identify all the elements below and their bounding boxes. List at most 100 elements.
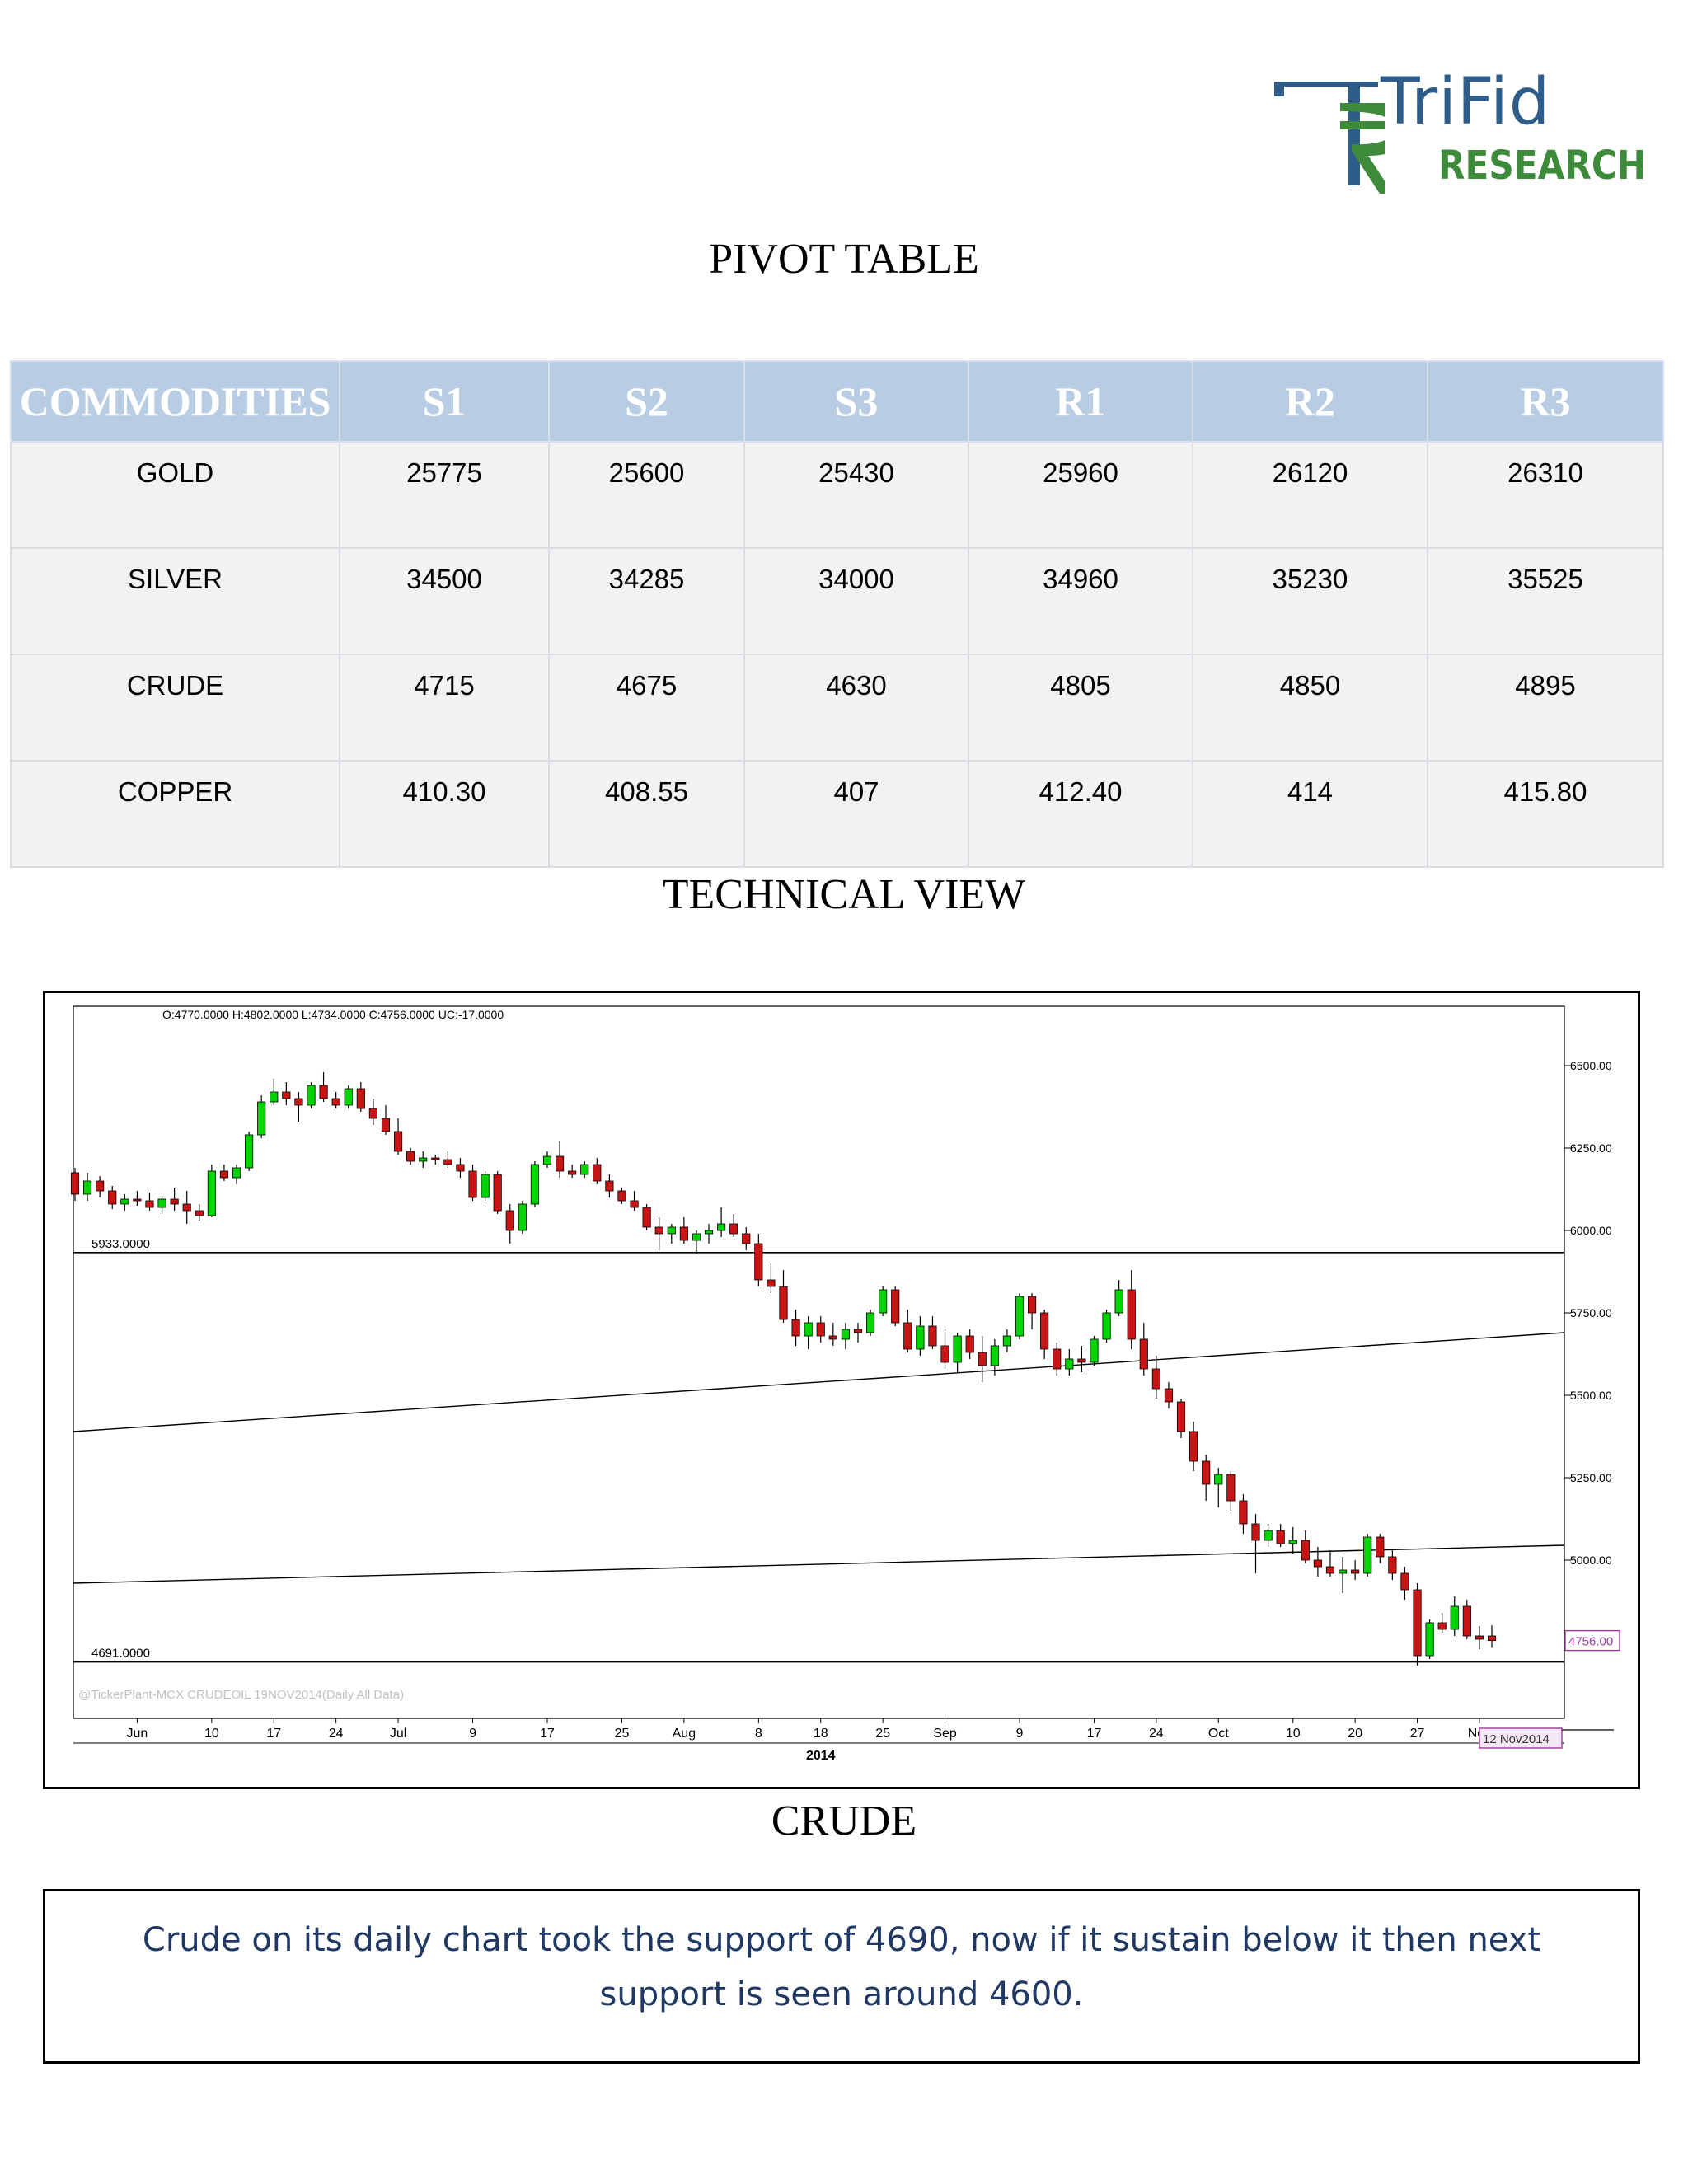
candle-body xyxy=(96,1180,105,1192)
candle-body xyxy=(195,1210,204,1216)
candle-body xyxy=(953,1335,962,1363)
candle-body xyxy=(1338,1569,1348,1574)
candle-body xyxy=(729,1223,738,1235)
candle-body xyxy=(518,1203,527,1231)
x-tick-label: 20 xyxy=(1348,1727,1362,1741)
header-commodities: COMMODITIES xyxy=(10,360,340,443)
x-tick-label: 27 xyxy=(1410,1727,1425,1741)
y-tick-label: 6250.00 xyxy=(1570,1141,1612,1155)
candle-body xyxy=(879,1289,888,1314)
candle-body xyxy=(393,1131,403,1152)
x-tick-label: Sep xyxy=(933,1727,957,1741)
trendline xyxy=(73,1332,1565,1432)
candle-body xyxy=(1002,1335,1011,1347)
header-r1: R1 xyxy=(968,360,1193,443)
candle-body xyxy=(940,1345,950,1363)
candle-body xyxy=(1487,1635,1497,1641)
candle-body xyxy=(804,1322,813,1337)
candle-body xyxy=(928,1325,937,1347)
commodity-name: GOLD xyxy=(10,441,340,549)
x-tick-label: 25 xyxy=(615,1727,630,1741)
candle-body xyxy=(1127,1289,1136,1340)
candle-body xyxy=(1388,1556,1397,1574)
candle-body xyxy=(419,1157,428,1162)
candle-body xyxy=(481,1174,490,1198)
candle-body xyxy=(1351,1569,1360,1574)
candle-body xyxy=(1251,1523,1260,1541)
table-cell: 4850 xyxy=(1192,654,1428,762)
table-cell: 412.40 xyxy=(968,760,1193,868)
candle-body xyxy=(170,1198,179,1205)
candle-body xyxy=(431,1157,440,1160)
table-cell: 26120 xyxy=(1192,441,1428,549)
last-price-badge xyxy=(1564,1629,1620,1652)
candle-body xyxy=(791,1319,800,1337)
candle-body xyxy=(1363,1536,1372,1574)
y-tick-label: 6500.00 xyxy=(1570,1059,1612,1072)
candle-body xyxy=(568,1170,577,1175)
candle-body xyxy=(742,1233,751,1244)
candle-body xyxy=(468,1170,477,1198)
trendline xyxy=(73,1544,1565,1584)
table-cell: 25430 xyxy=(743,441,969,549)
comment-text: Crude on its daily chart took the suppor… xyxy=(142,1921,1541,2013)
candle-body xyxy=(542,1155,552,1165)
x-tick-label: Jun xyxy=(126,1727,148,1741)
table-cell: 4805 xyxy=(968,654,1193,762)
candle-body xyxy=(642,1207,651,1228)
candle-body xyxy=(219,1170,229,1179)
candle-body xyxy=(1189,1431,1198,1462)
candle-body xyxy=(1437,1622,1447,1630)
candle-body xyxy=(779,1286,788,1320)
table-cell: 35525 xyxy=(1427,547,1664,655)
candle-body xyxy=(1264,1530,1273,1541)
date-badge-label: 12 Nov2014 xyxy=(1483,1732,1550,1746)
ohlc-readout: O:4770.0000 H:4802.0000 L:4734.0000 C:47… xyxy=(162,1008,504,1021)
candle-body xyxy=(1077,1358,1086,1363)
table-cell: 25600 xyxy=(548,441,745,549)
plot-area xyxy=(73,1005,1565,1719)
x-tick-label: 9 xyxy=(469,1727,476,1741)
commodity-name: CRUDE xyxy=(10,654,340,762)
table-cell: 4715 xyxy=(339,654,550,762)
crude-chart: 6500.00 6250.00 6000.00 5750.00 5500.00 5250.… xyxy=(43,991,1640,1789)
commodity-name: COPPER xyxy=(10,760,340,868)
candle-body xyxy=(853,1329,863,1333)
candle-body xyxy=(83,1180,92,1195)
table-cell: 4630 xyxy=(743,654,969,762)
x-tick-label: 17 xyxy=(1087,1727,1102,1741)
candle-body xyxy=(1376,1536,1385,1558)
date-badge xyxy=(1479,1727,1563,1749)
candle-body xyxy=(344,1088,353,1106)
table-cell: 415.80 xyxy=(1427,760,1664,868)
candle-body xyxy=(1288,1540,1297,1544)
candle-body xyxy=(505,1210,514,1231)
header-s2: S2 xyxy=(548,360,745,443)
candle-body xyxy=(891,1289,900,1324)
candle-body xyxy=(456,1164,465,1172)
candle-body xyxy=(816,1322,825,1337)
candle-body xyxy=(1164,1388,1174,1403)
candle-body xyxy=(1425,1622,1434,1657)
table-row: GOLD 25775 25600 25430 25960 26120 26310 xyxy=(10,441,1664,549)
x-tick-label: Oct xyxy=(1208,1727,1229,1741)
table-cell: 4675 xyxy=(548,654,745,762)
logo-tagline: RESEARCH xyxy=(1438,143,1647,189)
candlestick-chart: 6500.00 6250.00 6000.00 5750.00 5500.00 5250.… xyxy=(70,1005,1620,1763)
header-r2: R2 xyxy=(1192,360,1428,443)
candle-body xyxy=(828,1335,837,1340)
candle-body xyxy=(754,1243,763,1281)
chart-caption: CRUDE xyxy=(771,1797,917,1844)
candle-body xyxy=(157,1198,166,1208)
candle-body xyxy=(133,1198,142,1202)
candle-body xyxy=(443,1159,452,1165)
candle-body xyxy=(1450,1605,1459,1630)
candle-body xyxy=(1226,1474,1236,1502)
table-row: COPPER 410.30 408.55 407 412.40 414 415.… xyxy=(10,760,1664,868)
table-cell: 25775 xyxy=(339,441,550,549)
candle-body xyxy=(667,1226,676,1235)
y-tick-label: 5750.00 xyxy=(1570,1306,1612,1319)
rupee-logo-icon xyxy=(1274,82,1385,194)
x-tick-label: Aug xyxy=(673,1727,696,1741)
candle-body xyxy=(257,1101,266,1136)
